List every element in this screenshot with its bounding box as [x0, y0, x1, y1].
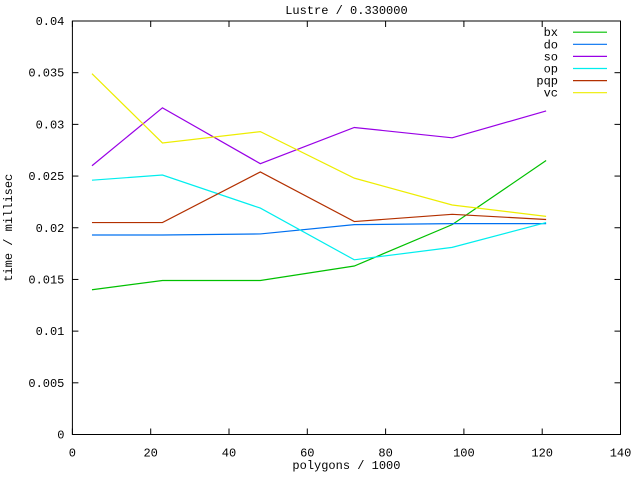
svg-text:0.03: 0.03 [36, 118, 65, 132]
svg-text:40: 40 [222, 447, 236, 461]
svg-text:Lustre / 0.330000: Lustre / 0.330000 [285, 4, 407, 18]
svg-text:120: 120 [531, 447, 553, 461]
svg-text:time / millisec: time / millisec [2, 174, 16, 282]
svg-text:vc: vc [544, 87, 558, 101]
svg-text:0: 0 [57, 429, 64, 443]
svg-text:20: 20 [143, 447, 157, 461]
svg-text:0.015: 0.015 [28, 273, 64, 287]
svg-text:0.005: 0.005 [28, 377, 64, 391]
svg-text:100: 100 [453, 447, 475, 461]
svg-text:polygons / 1000: polygons / 1000 [292, 459, 400, 473]
svg-text:0: 0 [69, 447, 76, 461]
svg-text:140: 140 [610, 447, 632, 461]
svg-text:0.035: 0.035 [28, 67, 64, 81]
svg-text:0.02: 0.02 [36, 222, 65, 236]
svg-text:0.04: 0.04 [36, 15, 65, 29]
svg-text:0.025: 0.025 [28, 170, 64, 184]
svg-text:0.01: 0.01 [36, 325, 65, 339]
